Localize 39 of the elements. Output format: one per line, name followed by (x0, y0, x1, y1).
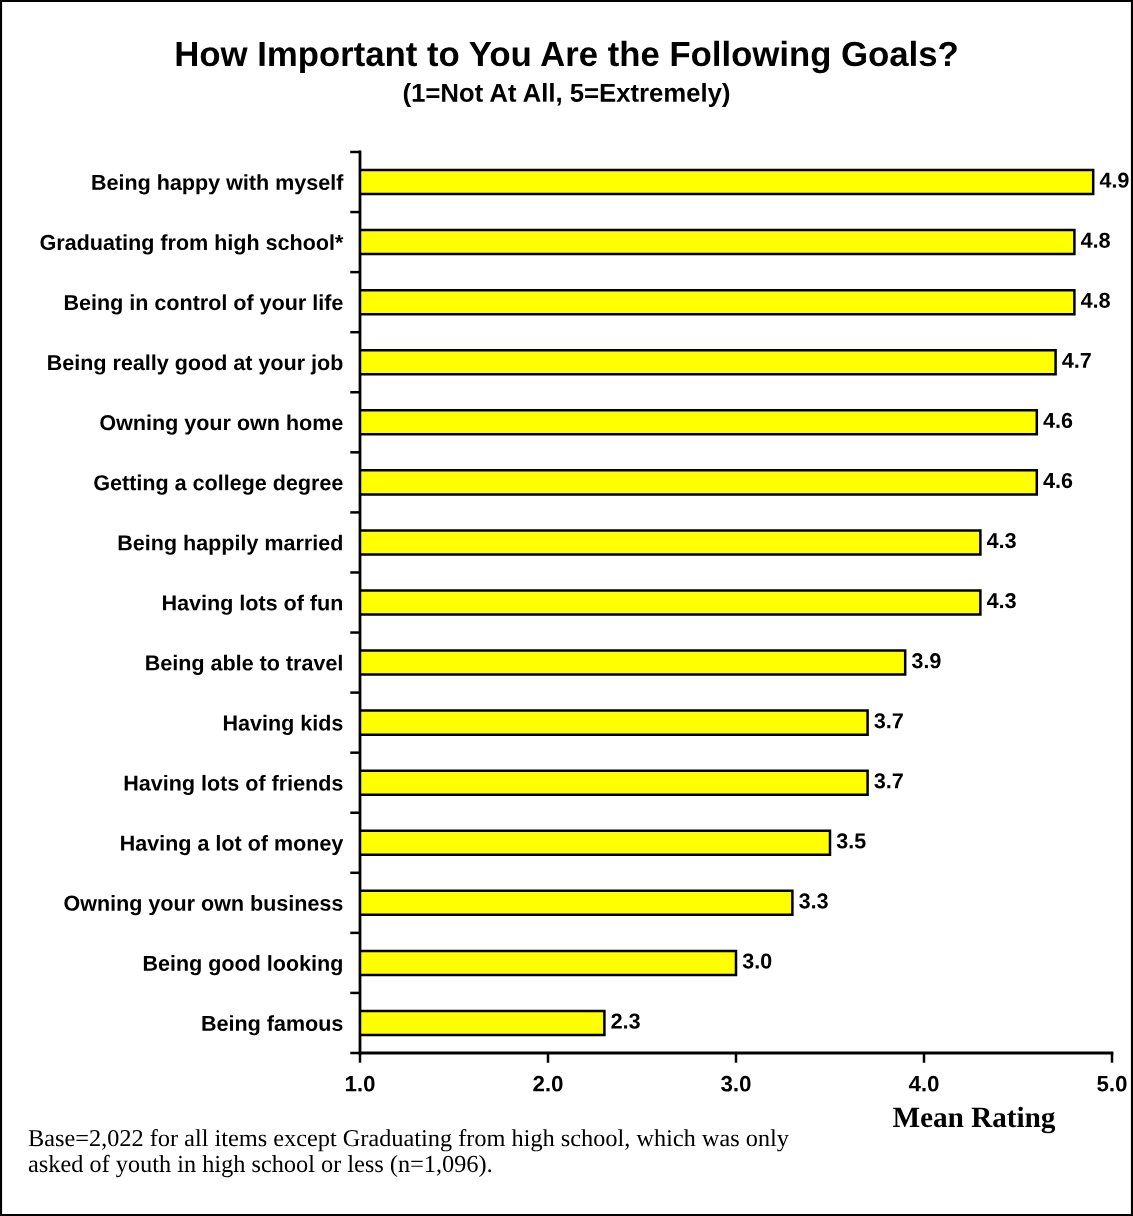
data-label: 3.3 (799, 893, 828, 909)
y-tick-label: Having a lot of money (121, 834, 344, 856)
y-tick-label: Having lots of friends (124, 774, 343, 796)
y-tick-label: Owning your own home (100, 414, 343, 435)
data-label: 3.7 (874, 713, 903, 729)
y-tick-label: Having kids (223, 714, 343, 735)
data-label: 4.6 (1043, 412, 1073, 429)
data-label: 2.3 (611, 1013, 640, 1029)
x-axis-title: Mean Rating (893, 1106, 1056, 1134)
data-label: 3.9 (911, 653, 941, 669)
y-tick-label: Being able to travel (146, 654, 342, 675)
y-tick-label: Being happily married (118, 534, 342, 555)
data-label: 3.5 (836, 833, 866, 849)
y-tick-label: Getting a college degree (94, 474, 343, 495)
x-tick-label: 4.0 (908, 1075, 939, 1092)
y-tick-label: Being famous (202, 1015, 343, 1036)
chart-subtitle: (1=Not At All, 5=Extremely) (403, 83, 730, 107)
data-label: 4.8 (1080, 232, 1110, 248)
y-tick-label: Graduating from high school* (40, 234, 344, 255)
data-label: 4.3 (986, 593, 1016, 609)
text: Base=2,022 for all items except Graduating from high school, which was only asked of youth in high school or less (n=1,096). (28, 1129, 789, 1178)
y-tick-label: Being good looking (143, 955, 342, 976)
y-tick-label: Owning your own business (64, 895, 343, 916)
y-tick-label: Having lots of fun (163, 594, 343, 615)
x-tick-label: 3.0 (721, 1075, 751, 1092)
chart-title: How Important to You Are the Following Goals? (176, 40, 957, 74)
data-label: 4.8 (1080, 292, 1110, 308)
data-label: 3.0 (742, 953, 772, 969)
x-tick-label: 2.0 (533, 1075, 563, 1092)
y-tick-label: Being happy with myself (92, 174, 344, 195)
y-tick-label: Being in control of your life (64, 294, 343, 315)
data-label: 4.6 (1043, 472, 1073, 489)
x-tick-label: 1.0 (345, 1075, 375, 1092)
data-label: 4.9 (1099, 172, 1129, 188)
data-label: 4.3 (986, 532, 1016, 549)
y-tick-label: Being really good at your job (48, 354, 343, 375)
data-label: 4.7 (1062, 352, 1091, 368)
x-tick-label: 5.0 (1097, 1075, 1127, 1092)
data-label: 3.7 (874, 773, 903, 789)
